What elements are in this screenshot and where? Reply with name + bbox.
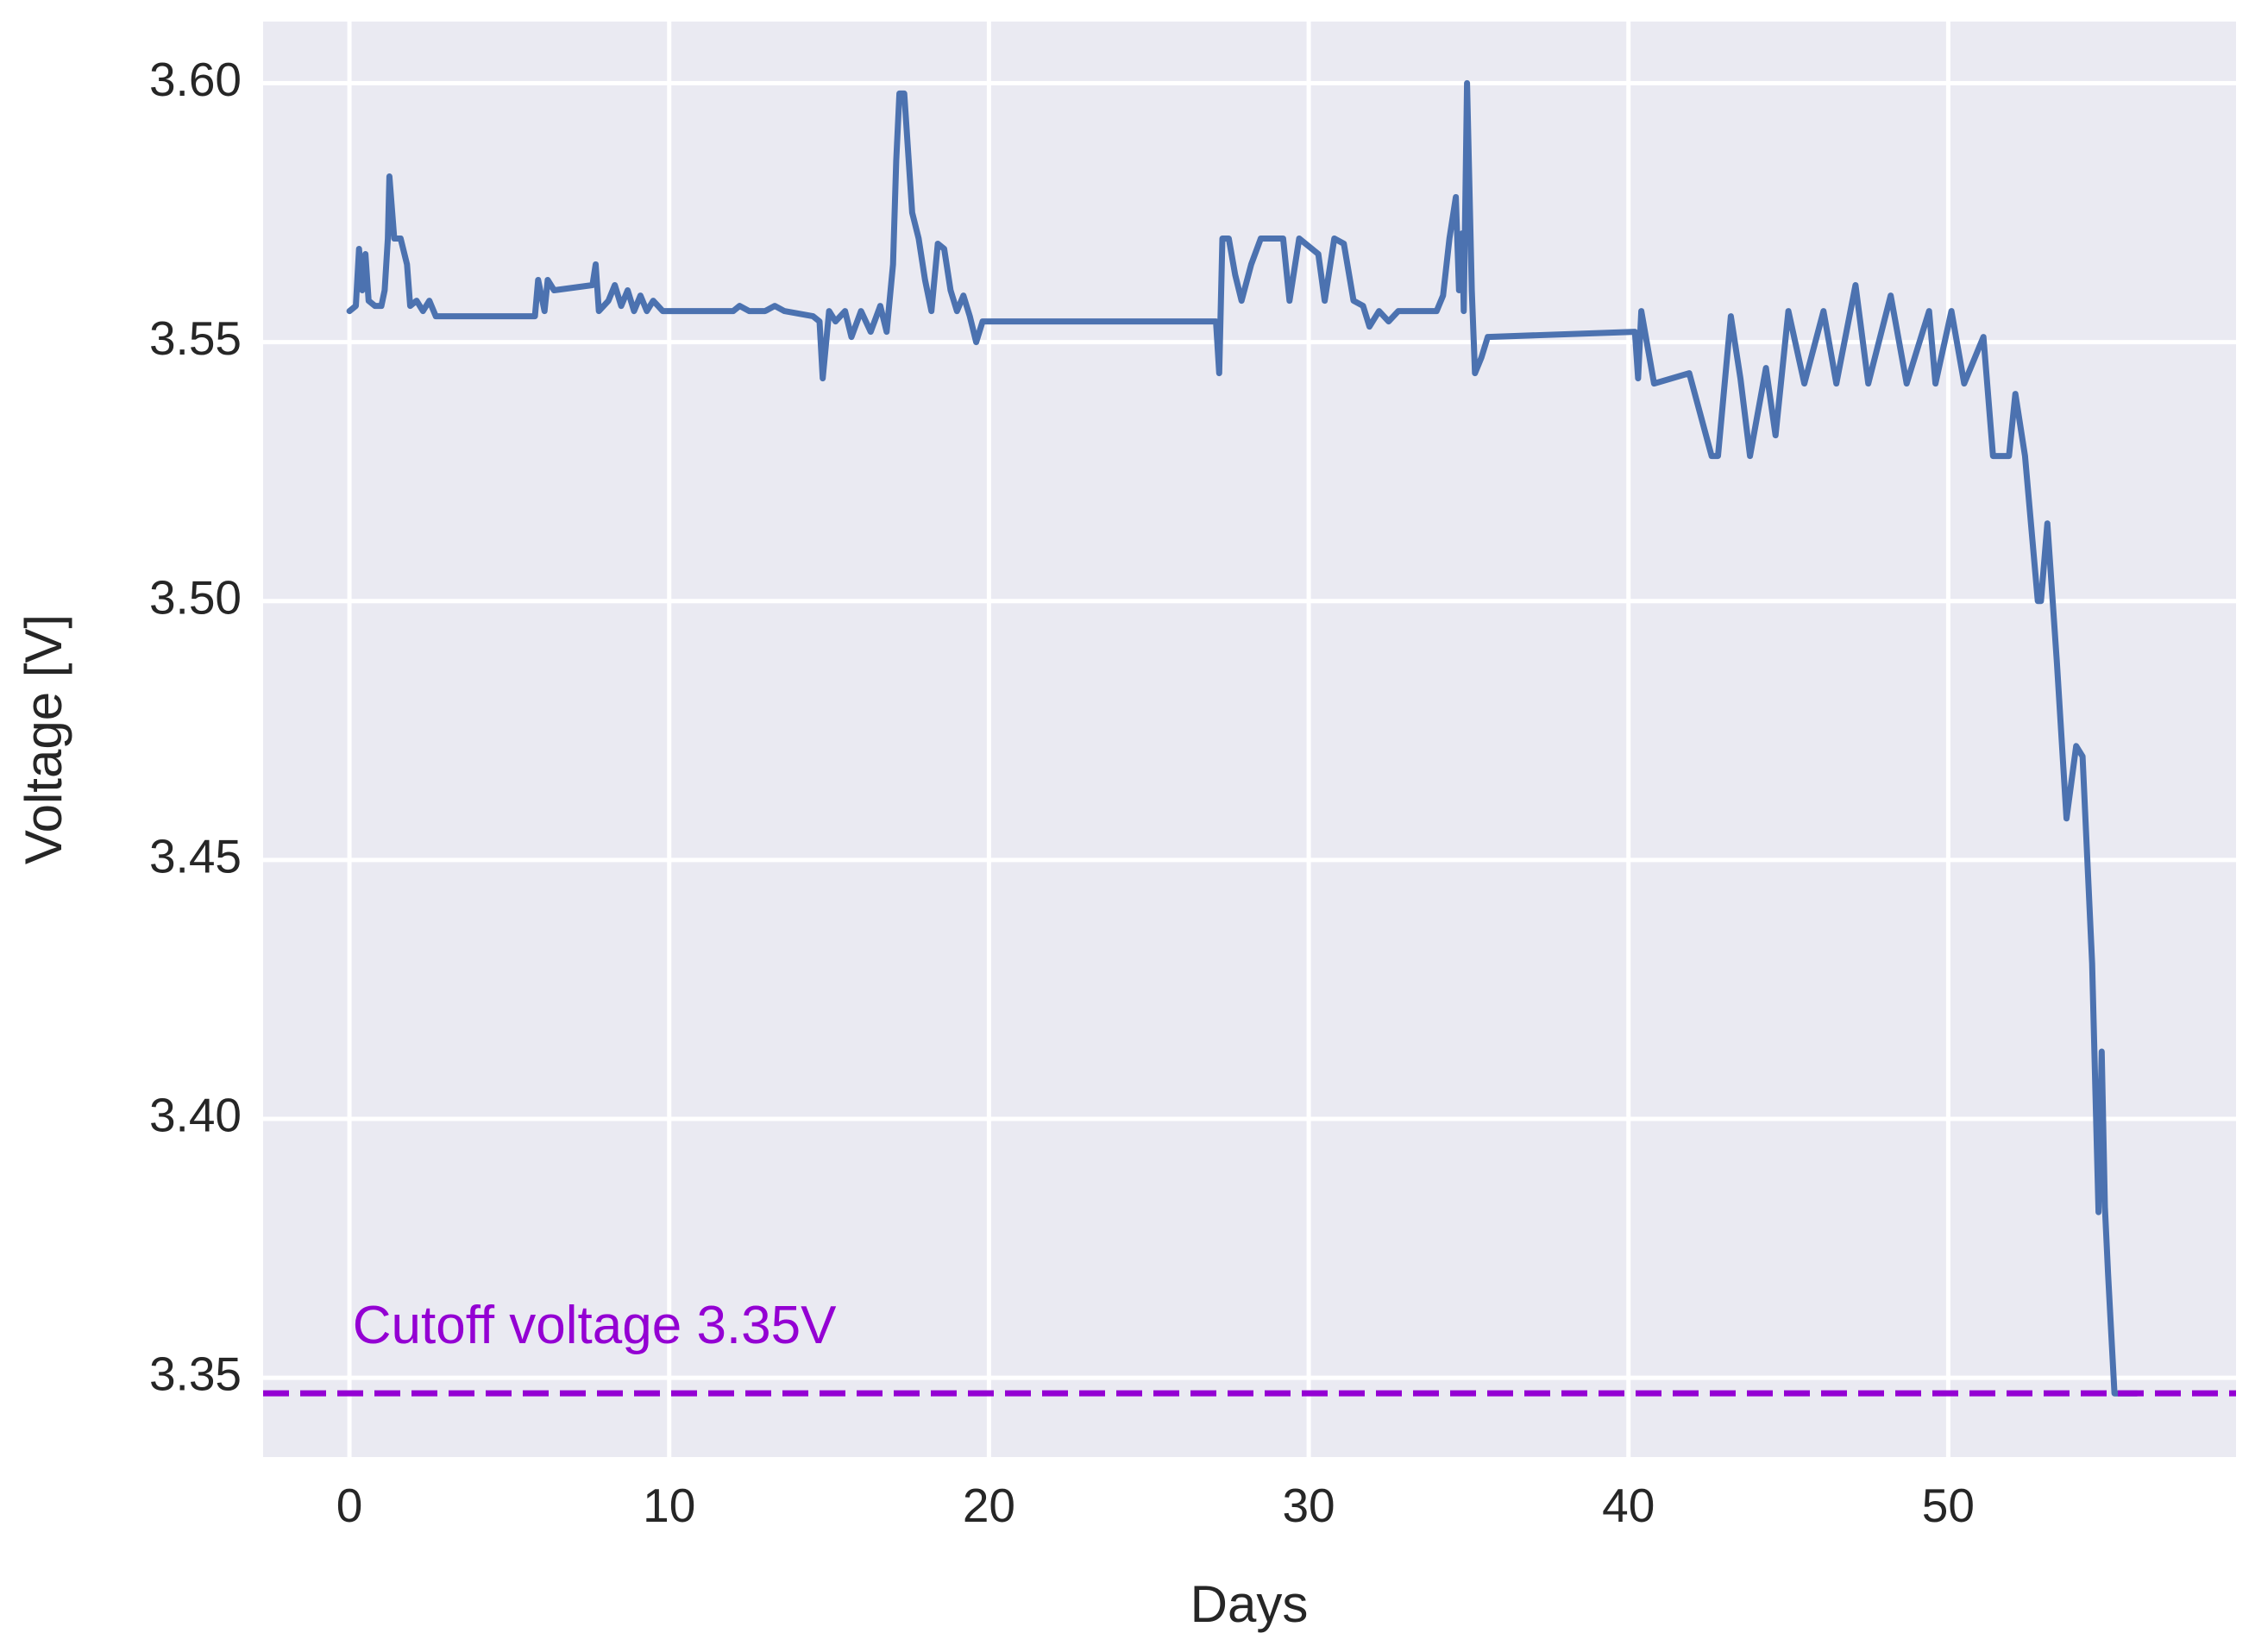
x-axis-label: Days <box>1190 1575 1309 1633</box>
x-tick-label: 20 <box>963 1479 1015 1532</box>
x-tick-label: 50 <box>1922 1479 1975 1532</box>
y-axis-label: Voltage [V] <box>15 614 72 864</box>
x-tick-label: 0 <box>336 1479 363 1532</box>
y-tick-label: 3.35 <box>149 1347 242 1401</box>
y-tick-label: 3.55 <box>149 311 242 365</box>
y-tick-label: 3.40 <box>149 1089 242 1142</box>
cutoff-annotation: Cutoff voltage 3.35V <box>353 1296 837 1355</box>
plot-background <box>263 22 2236 1457</box>
x-tick-label: 30 <box>1282 1479 1335 1532</box>
x-tick-label: 10 <box>643 1479 695 1532</box>
x-tick-label: 40 <box>1602 1479 1655 1532</box>
y-tick-label: 3.60 <box>149 53 242 106</box>
voltage-line <box>346 79 2140 1397</box>
y-tick-label: 3.50 <box>149 570 242 624</box>
y-tick-label: 3.45 <box>149 829 242 883</box>
